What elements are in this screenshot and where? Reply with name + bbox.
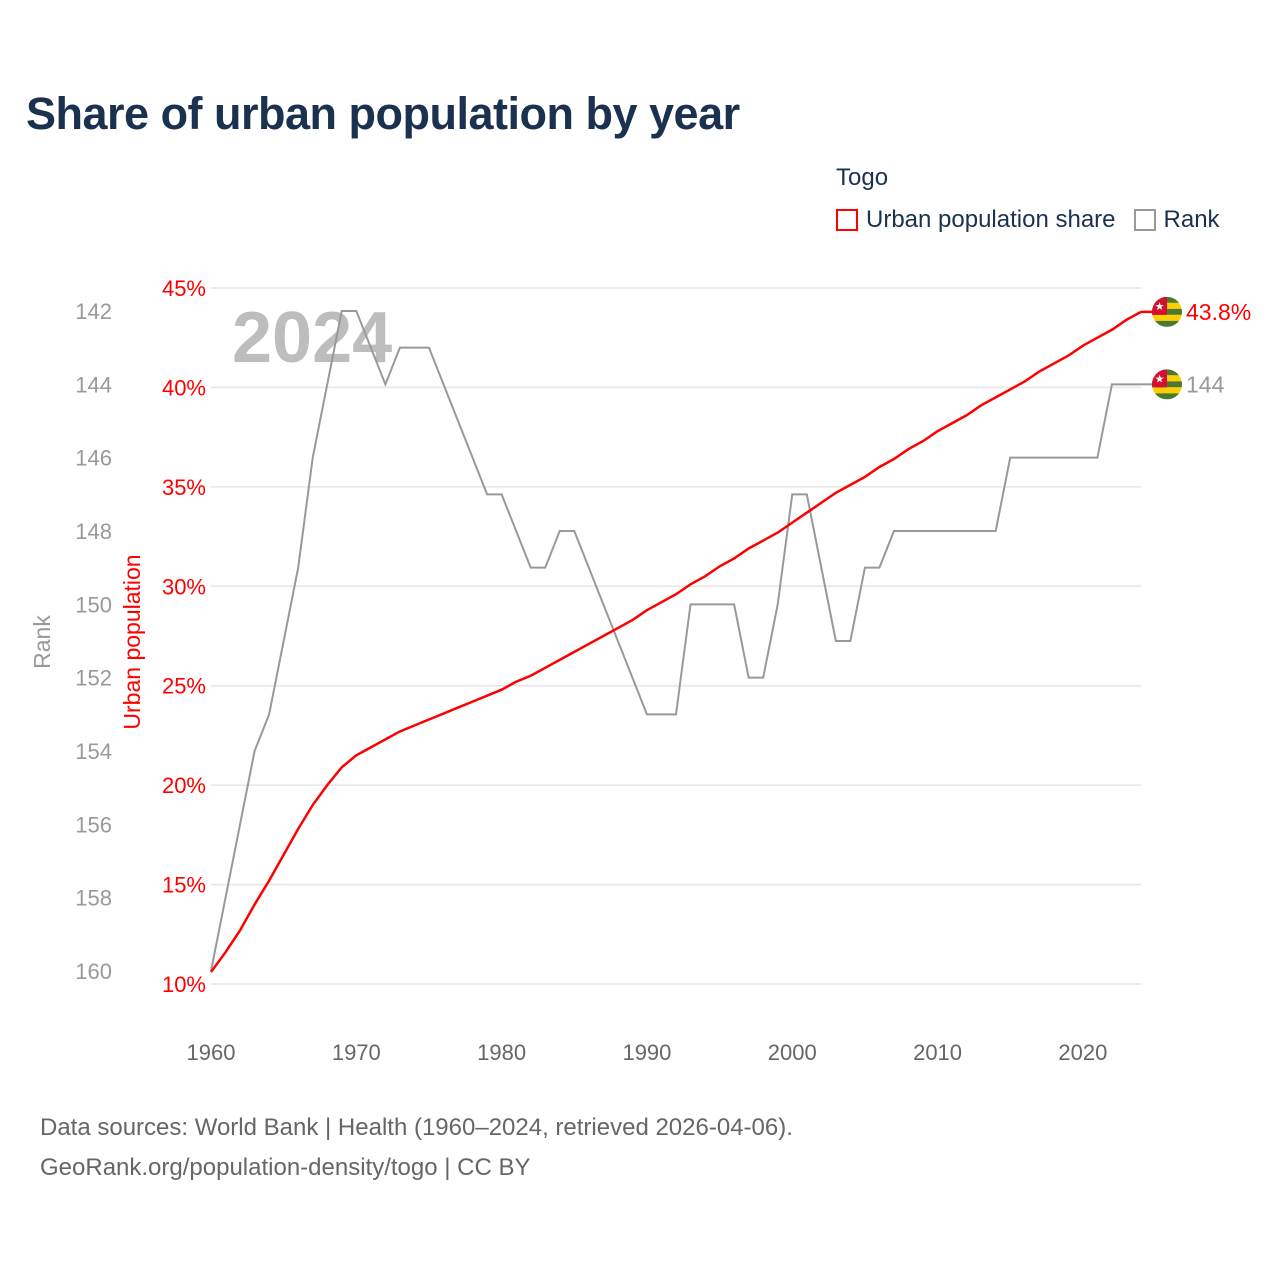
- x-tick-label: 1960: [187, 1040, 236, 1065]
- footer-link[interactable]: GeoRank.org/population-density/togo | CC…: [40, 1154, 531, 1181]
- legend-swatch-rank: [1133, 209, 1156, 231]
- legend-country: Togo: [836, 164, 889, 191]
- chart-title: Share of urban population by year: [26, 88, 740, 139]
- y-tick-label-urban: 35%: [162, 475, 206, 500]
- rank-line: [210, 310, 1141, 972]
- y-axis-title-urban: Urban population: [119, 554, 145, 729]
- y-tick-label-rank: 154: [75, 739, 112, 764]
- x-tick-label: 1980: [477, 1040, 526, 1065]
- svg-text:★: ★: [1155, 373, 1165, 385]
- urban-line: [209, 310, 1142, 973]
- y-tick-label-rank: 158: [75, 886, 112, 911]
- x-tick-label: 2020: [1058, 1040, 1107, 1065]
- y-tick-label-rank: 144: [75, 372, 112, 397]
- footer: Data sources: World Bank | Health (1960–…: [40, 1108, 793, 1188]
- year-watermark: 2024: [232, 298, 392, 378]
- x-tick-label: 2010: [913, 1040, 962, 1065]
- y-axis-title-rank: Rank: [29, 615, 55, 669]
- y-tick-label-rank: 148: [75, 519, 112, 544]
- togo-flag-icon: ★: [1152, 369, 1182, 400]
- x-tick-label: 1970: [332, 1040, 381, 1065]
- legend-swatch-urban: [836, 209, 858, 231]
- x-tick-label: 1990: [622, 1040, 671, 1065]
- legend-item-rank[interactable]: Rank: [1133, 206, 1220, 234]
- y-tick-label-rank: 150: [75, 592, 112, 617]
- y-tick-label-rank: 156: [75, 812, 112, 837]
- end-label-rank: 144: [1186, 371, 1225, 397]
- y-tick-label-urban: 20%: [162, 773, 206, 798]
- y-tick-label-urban: 40%: [162, 375, 206, 400]
- y-tick-label-urban: 15%: [162, 873, 206, 898]
- legend-label-rank: Rank: [1163, 206, 1220, 233]
- y-tick-label-urban: 25%: [162, 674, 206, 699]
- legend: Urban population share Rank: [836, 206, 1238, 234]
- legend-label-urban: Urban population share: [866, 206, 1116, 233]
- y-tick-label-rank: 160: [75, 959, 112, 984]
- togo-flag-icon: ★: [1152, 296, 1182, 327]
- footer-sources: Data sources: World Bank | Health (1960–…: [40, 1114, 793, 1141]
- y-tick-label-urban: 45%: [162, 276, 206, 301]
- y-tick-label-urban: 30%: [162, 574, 206, 599]
- legend-item-urban[interactable]: Urban population share: [836, 206, 1116, 234]
- end-label-urban: 43.8%: [1186, 299, 1251, 325]
- y-tick-label-rank: 142: [75, 299, 112, 324]
- y-tick-label-rank: 152: [75, 666, 112, 691]
- x-tick-label: 2000: [768, 1040, 817, 1065]
- y-tick-label-urban: 10%: [162, 972, 206, 997]
- svg-text:★: ★: [1155, 301, 1165, 313]
- y-tick-label-rank: 146: [75, 446, 112, 471]
